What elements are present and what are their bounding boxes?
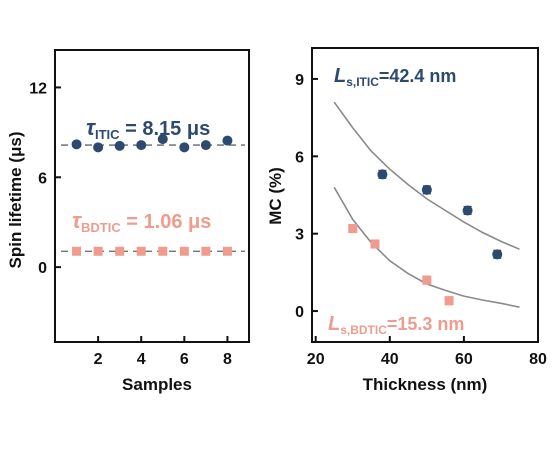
left-itic-point: [71, 139, 82, 150]
left-bdtic-point: [93, 246, 103, 256]
right-bdtic-point: [444, 296, 454, 306]
left-ytick-label: 12: [29, 80, 47, 97]
left-itic-point: [179, 142, 190, 153]
left-itic-point: [157, 134, 168, 145]
left-itic-point: [222, 135, 233, 146]
ls-itic-sub: s,ITIC: [346, 75, 379, 89]
left-xlabel: Samples: [122, 375, 192, 394]
left-ylabel: Spin lifetime (μs): [6, 132, 25, 269]
left-itic-point: [136, 140, 147, 151]
right-bdtic-point: [370, 239, 380, 249]
right-itic-point: [492, 249, 503, 260]
left-plot-frame: [54, 49, 250, 343]
annotation-tau-bdtic: τBDTIC = 1.06 μs: [72, 208, 211, 235]
right-ytick-label: 9: [295, 72, 304, 89]
right-bdtic-point: [348, 224, 358, 234]
tau-bdtic-sub: BDTIC: [81, 220, 121, 235]
right-itic-point: [377, 169, 388, 180]
left-bdtic-point: [179, 246, 189, 256]
right-xtick-label: 40: [381, 351, 399, 368]
right-plot-frame: [311, 47, 539, 343]
tau-itic-sub: ITIC: [95, 127, 120, 142]
right-itic-fit-curve: [333, 101, 520, 250]
ls-bdtic-sub: s,BDTIC: [340, 323, 387, 337]
tau-itic-symbol: τ: [86, 115, 96, 140]
left-bdtic-point: [158, 246, 168, 256]
ls-itic-value: =42.4 nm: [379, 66, 457, 86]
left-bdtic-point: [136, 246, 146, 256]
right-bdtic-fit-curve: [333, 186, 520, 308]
ls-bdtic-value: =15.3 nm: [387, 314, 465, 334]
right-bdtic-point: [422, 275, 432, 285]
left-xtick-label: 2: [94, 351, 103, 368]
annotation-ls-itic: Ls,ITIC=42.4 nm: [334, 65, 456, 89]
right-itic-point: [421, 184, 432, 195]
tau-bdtic-symbol: τ: [72, 208, 82, 233]
left-bdtic-point: [201, 246, 211, 256]
left-bdtic-point: [115, 246, 125, 256]
left-itic-point: [93, 142, 104, 153]
right-xlabel: Thickness (nm): [363, 375, 488, 394]
right-itic-point: [462, 205, 473, 216]
left-xtick-label: 8: [223, 351, 232, 368]
annotation-ls-bdtic: Ls,BDTIC=15.3 nm: [328, 313, 464, 337]
left-bdtic-point: [72, 246, 82, 256]
right-ytick-label: 3: [295, 227, 304, 244]
right-xtick-label: 80: [529, 351, 547, 368]
left-ytick-label: 0: [38, 260, 47, 277]
left-itic-point: [114, 140, 125, 151]
right-xtick-label: 60: [455, 351, 473, 368]
left-bdtic-point: [222, 246, 232, 256]
annotation-tau-itic: τITIC = 8.15 μs: [86, 115, 210, 142]
ls-bdtic-symbol: L: [328, 313, 340, 335]
ls-itic-symbol: L: [334, 65, 346, 87]
right-ylabel: MC (%): [266, 167, 285, 225]
right-xtick-label: 20: [307, 351, 325, 368]
left-xtick-label: 4: [137, 351, 146, 368]
right-ytick-label: 6: [295, 149, 304, 166]
chart-right: 20 40 60 80 9 6 3 0 Thickness (nm) MC (%) Ls,IT…: [266, 47, 547, 394]
tau-itic-value: = 8.15 μs: [120, 118, 211, 140]
left-ytick-label: 6: [38, 170, 47, 187]
tau-bdtic-value: = 1.06 μs: [121, 211, 212, 233]
left-xtick-label: 6: [180, 351, 189, 368]
right-ytick-label: 0: [295, 304, 304, 321]
left-itic-point: [200, 140, 211, 151]
